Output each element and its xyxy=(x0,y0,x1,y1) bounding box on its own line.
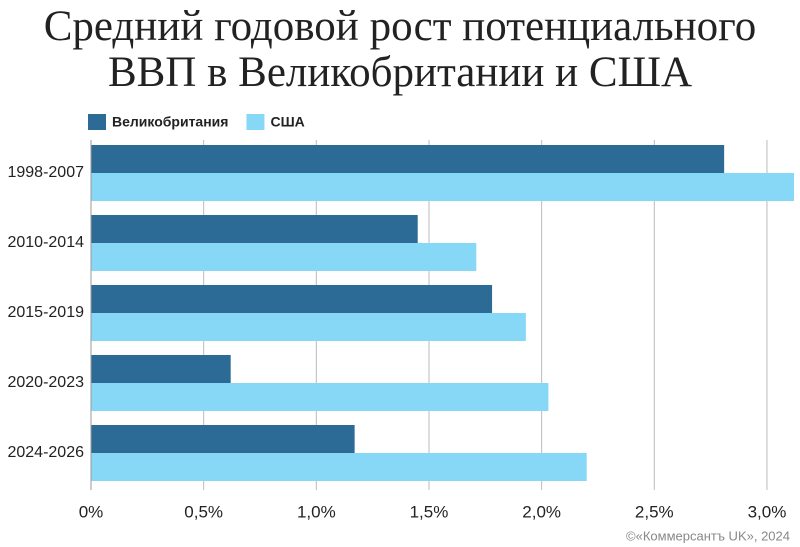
bar xyxy=(91,215,418,243)
x-tick-label: 1,5% xyxy=(410,502,449,521)
bar xyxy=(91,173,794,201)
bar xyxy=(91,285,493,313)
bar xyxy=(91,355,231,383)
bar xyxy=(91,313,526,341)
chart-title: Средний годовой рост потенциального ВВП … xyxy=(43,3,757,96)
x-tick-label: 0,5% xyxy=(184,502,223,521)
legend-swatch xyxy=(88,114,106,130)
y-tick-label: 1998-2007 xyxy=(7,164,84,181)
y-tick-label: 2015-2019 xyxy=(7,304,84,321)
bar xyxy=(91,243,477,271)
legend-label: США xyxy=(270,114,304,130)
x-tick-label: 2,0% xyxy=(522,502,561,521)
x-tick-label: 2,5% xyxy=(635,502,674,521)
source: ©«Коммерсантъ UK», 2024 xyxy=(626,528,790,543)
y-tick-label: 2020-2023 xyxy=(7,374,84,391)
x-tick-label: 0% xyxy=(79,502,104,521)
legend-swatch xyxy=(246,114,265,130)
x-tick-label: 3,0% xyxy=(748,502,787,521)
y-tick-label: 2024-2026 xyxy=(7,444,84,461)
bar xyxy=(91,145,725,173)
legend-label: Великобритания xyxy=(112,114,228,130)
x-tick-label: 1,0% xyxy=(297,502,336,521)
bar xyxy=(91,383,549,411)
bar xyxy=(91,453,587,481)
y-tick-label: 2010-2014 xyxy=(7,234,84,251)
bar xyxy=(91,425,355,453)
